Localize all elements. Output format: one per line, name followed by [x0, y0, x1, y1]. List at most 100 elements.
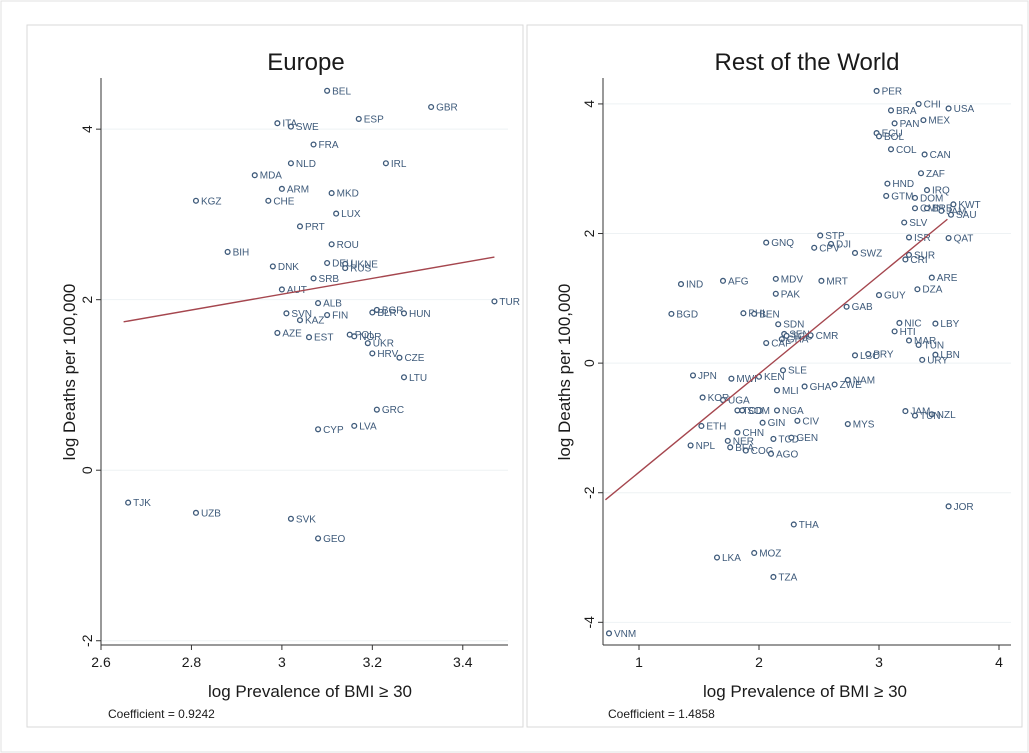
data-point [767, 450, 775, 457]
x-tick-label: 2.6 [91, 654, 111, 670]
point-label: GHA [787, 335, 809, 346]
point-label: CZE [404, 353, 424, 364]
point-label: KEN [764, 372, 785, 383]
point-label: MKD [337, 189, 359, 200]
point-label: NPL [696, 441, 716, 452]
point-label: ARM [287, 184, 309, 195]
data-point [287, 160, 294, 167]
y-tick-label: 0 [79, 466, 95, 474]
data-point [742, 447, 749, 454]
data-point [905, 234, 913, 241]
data-point [945, 105, 952, 112]
point-label: COL [896, 145, 917, 156]
data-point [265, 197, 272, 204]
point-label: QAT [954, 234, 974, 245]
data-point [905, 251, 913, 258]
point-label: KAZ [305, 316, 324, 327]
point-label: FRA [319, 140, 339, 151]
x-tick-label: 4 [995, 654, 1003, 670]
y-tick-label: 4 [79, 125, 95, 133]
point-label: KOR [708, 393, 730, 404]
point-label: PHL [748, 309, 768, 320]
data-point [269, 263, 276, 270]
point-label: PRT [305, 222, 325, 233]
point-label: MEX [928, 116, 950, 127]
fitted-line [604, 218, 948, 501]
data-point [689, 372, 697, 379]
data-point [928, 274, 935, 281]
point-label: TUN [924, 340, 945, 351]
data-point [287, 123, 294, 130]
point-label: KWT [958, 200, 980, 211]
data-point [251, 172, 258, 179]
point-label: TUR [499, 297, 520, 308]
data-point [315, 426, 322, 433]
data-point [278, 185, 285, 192]
point-label: ZAF [926, 169, 945, 180]
x-tick-label: 2 [755, 654, 763, 670]
coefficient-note: Coefficient = 0.9242 [108, 707, 215, 721]
point-label: TJK [133, 498, 151, 509]
data-point [938, 207, 945, 214]
point-label: GEO [323, 534, 345, 545]
data-point [884, 180, 891, 187]
data-point [773, 387, 781, 394]
fitted-line [123, 256, 495, 323]
data-point [947, 211, 955, 218]
data-point [770, 435, 777, 442]
data-point [844, 376, 851, 384]
point-label: PAN [900, 119, 920, 130]
point-label: NAM [853, 375, 875, 386]
data-point [831, 381, 838, 388]
point-label: LKA [722, 553, 741, 564]
data-point [724, 437, 731, 444]
data-point [783, 332, 790, 339]
x-tick-label: 3.4 [453, 654, 473, 670]
point-label: HUN [409, 309, 431, 320]
data-point [807, 332, 814, 339]
data-point [896, 319, 903, 326]
point-label: PAK [781, 289, 801, 300]
point-label: BRA [896, 106, 917, 117]
data-point [310, 275, 317, 282]
point-label: GEN [796, 433, 818, 444]
data-point [224, 248, 231, 255]
x-tick-label: 2.8 [182, 654, 202, 670]
data-point [310, 141, 317, 148]
point-label: UGA [728, 396, 750, 407]
point-label: SAU [956, 210, 977, 221]
data-point [373, 406, 380, 413]
point-label: BOL [884, 132, 904, 143]
point-label: HRV [377, 349, 398, 360]
data-point [315, 535, 322, 542]
point-label: CPV [819, 243, 840, 254]
point-label: TZA [778, 572, 797, 583]
point-label: SVK [296, 514, 316, 525]
point-label: SRB [319, 274, 340, 285]
point-label: CRI [910, 255, 927, 266]
fit-line-group [123, 256, 495, 323]
data-point [923, 205, 931, 212]
data-point [324, 259, 331, 267]
data-point [396, 354, 403, 361]
point-label: CAN [930, 150, 951, 161]
point-label: JOR [954, 502, 974, 513]
data-point [911, 412, 919, 419]
point-label: STP [825, 231, 845, 242]
point-label: CHN [742, 428, 764, 439]
point-label: GUY [884, 291, 906, 302]
point-label: ZWE [840, 380, 863, 391]
axes: 1 2 3 4 -4 -2 0 2 4 [581, 78, 1011, 670]
point-label: HTI [900, 327, 916, 338]
point-label: ROU [337, 240, 359, 251]
point-label: CHI [924, 99, 941, 110]
data-point [932, 351, 939, 358]
point-label: TGO [792, 331, 814, 342]
data-point [923, 187, 931, 194]
gridlines [603, 103, 1011, 623]
panel-title: Europe [267, 49, 344, 76]
point-label: SEN [789, 329, 810, 340]
